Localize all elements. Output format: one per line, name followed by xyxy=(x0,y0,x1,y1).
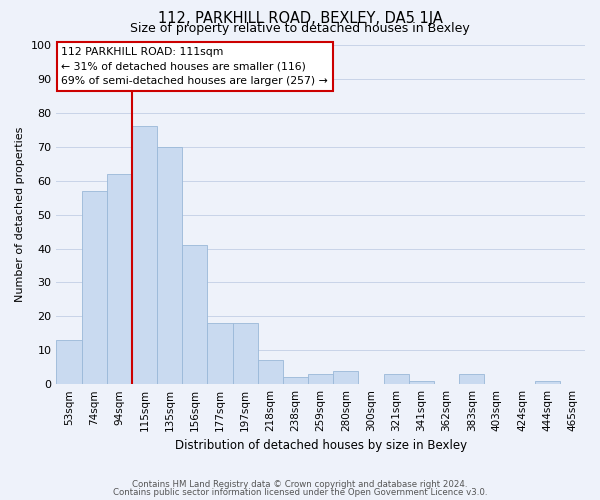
Bar xyxy=(333,370,358,384)
Bar xyxy=(459,374,484,384)
Bar xyxy=(132,126,157,384)
Text: Size of property relative to detached houses in Bexley: Size of property relative to detached ho… xyxy=(130,22,470,35)
Bar xyxy=(82,191,107,384)
Bar xyxy=(107,174,132,384)
Text: Contains HM Land Registry data © Crown copyright and database right 2024.: Contains HM Land Registry data © Crown c… xyxy=(132,480,468,489)
Bar xyxy=(157,147,182,384)
Bar xyxy=(233,323,258,384)
Bar xyxy=(283,378,308,384)
Bar xyxy=(409,381,434,384)
Bar xyxy=(208,323,233,384)
Y-axis label: Number of detached properties: Number of detached properties xyxy=(15,127,25,302)
Bar xyxy=(535,381,560,384)
Bar xyxy=(308,374,333,384)
X-axis label: Distribution of detached houses by size in Bexley: Distribution of detached houses by size … xyxy=(175,440,467,452)
Bar xyxy=(56,340,82,384)
Text: 112, PARKHILL ROAD, BEXLEY, DA5 1JA: 112, PARKHILL ROAD, BEXLEY, DA5 1JA xyxy=(158,11,442,26)
Text: Contains public sector information licensed under the Open Government Licence v3: Contains public sector information licen… xyxy=(113,488,487,497)
Bar xyxy=(182,245,208,384)
Bar xyxy=(383,374,409,384)
Bar xyxy=(258,360,283,384)
Text: 112 PARKHILL ROAD: 111sqm
← 31% of detached houses are smaller (116)
69% of semi: 112 PARKHILL ROAD: 111sqm ← 31% of detac… xyxy=(61,46,328,86)
